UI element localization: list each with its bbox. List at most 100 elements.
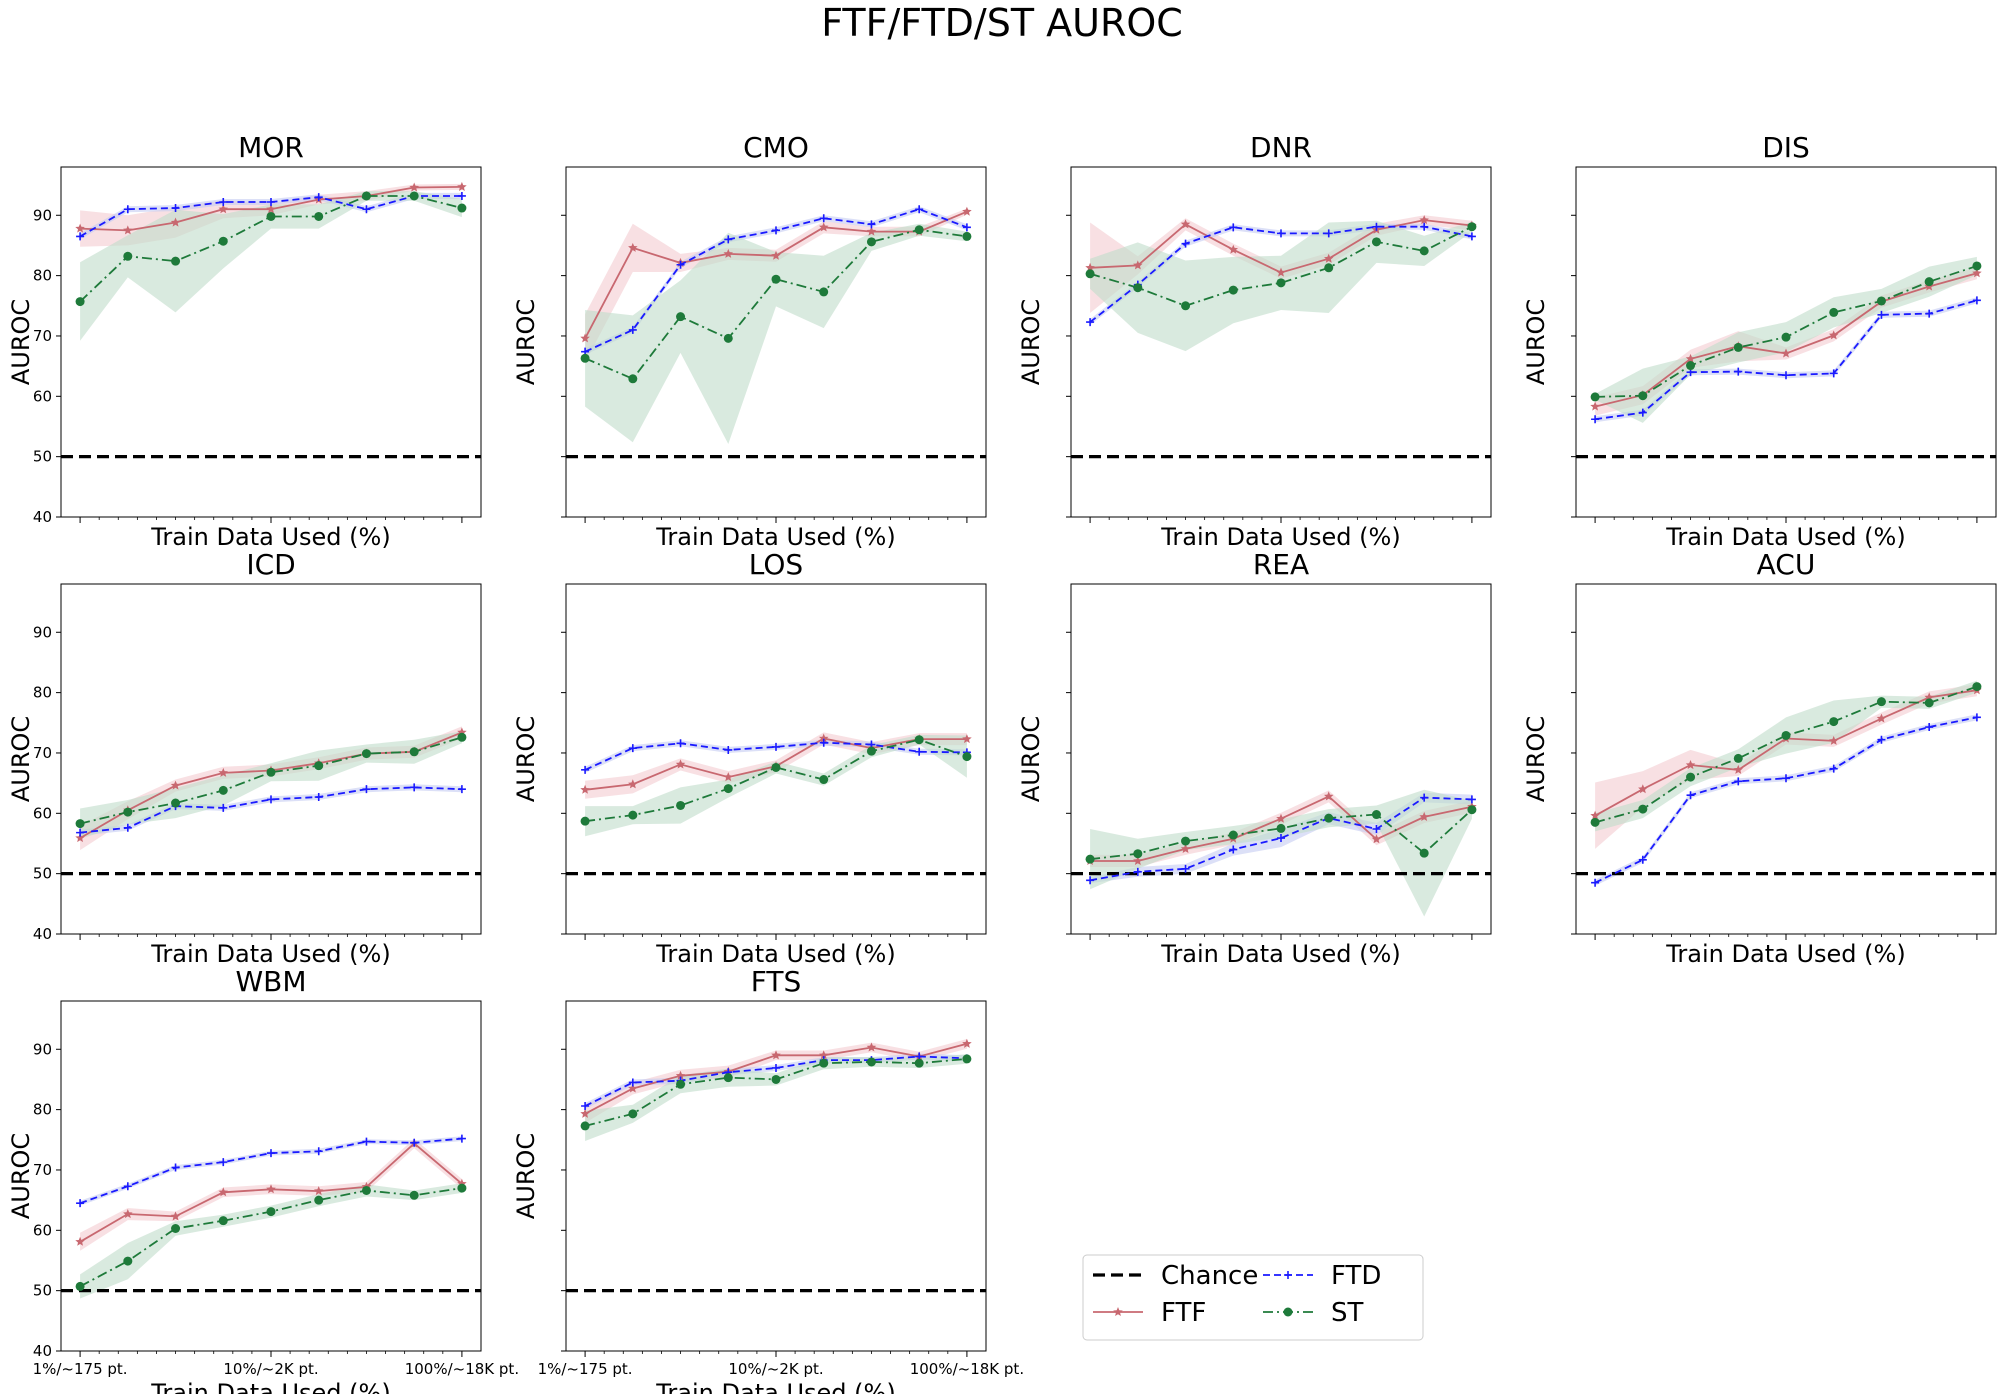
ftd-point [1181,239,1190,248]
st-point [1085,269,1095,279]
ftd-series-line [1594,299,1978,421]
ftd-point [1638,408,1647,417]
ftd-series-line [584,1055,967,1107]
panel-title: ACU [1757,548,1816,581]
ftd-point [1229,845,1238,854]
x-axis-label: Train Data Used (%) [1665,523,1905,551]
ftf-point [1733,764,1743,774]
st-point [580,1121,590,1131]
st-point [628,374,638,384]
ftd-point [267,198,275,206]
st-point [1181,301,1191,311]
st-point [723,333,733,343]
ftd-point [1467,795,1476,804]
ftd-point [1324,229,1333,238]
st-series-line [79,1187,463,1288]
ftd-point [867,220,876,229]
ftd-point [628,1078,637,1087]
st-confidence-band [80,731,462,839]
st-point [1638,391,1648,401]
ftd-point [724,745,733,754]
chart-panel-fts: FTS 1%/~175 pt. 10%/~2K pt. 100%/~18K pt. Tr… [512,965,1024,1394]
ftd-point [410,1138,419,1147]
ftf-point [75,223,85,233]
st-series-line [584,738,968,823]
ftf-point [1085,262,1095,272]
st-point [1419,848,1429,858]
ftd-point [1734,777,1743,786]
st-series-line [1594,685,1978,824]
x-axis-label: Train Data Used (%) [1160,523,1400,551]
ftf-point [1276,267,1286,277]
ftf-point [723,772,733,782]
st-point [962,231,972,241]
st-point [361,749,371,759]
ftd-point [76,1199,85,1208]
st-point [1972,682,1982,692]
ftd-point [457,785,466,794]
st-point [1276,278,1286,288]
st-point [457,203,467,213]
ftd-point [457,191,466,200]
y-axis-label: AUROC [7,716,35,802]
st-point [1133,283,1143,293]
st-point [1924,698,1934,708]
st-point [409,747,419,757]
ftd-series-line [1594,716,1978,884]
st-point [171,798,181,808]
y-tick-label: 70 [33,1161,52,1179]
st-point [1371,237,1381,247]
panel-title: ICD [246,548,295,581]
st-point [171,1224,181,1233]
ftd-point [1686,791,1695,800]
chart-panel-cmo: CMO Train Data Used (%) AUROC [512,131,987,551]
ftd-point [1782,774,1790,783]
ftd-point [1877,735,1886,744]
ftd-point [1229,223,1238,232]
panel-title: CMO [743,131,809,164]
ftd-point [819,738,828,747]
st-point [628,810,638,820]
ftd-point [1181,864,1190,873]
st-point [914,1058,924,1068]
ftd-point [1877,310,1886,319]
st-point [75,819,85,829]
ftf-confidence-band [1090,215,1472,313]
panel-title: LOS [749,548,803,581]
ftd-point [1591,415,1600,424]
st-point [771,274,781,284]
x-axis-label: Train Data Used (%) [655,940,895,968]
st-point [1324,263,1334,273]
ftd-point [314,1147,323,1156]
panel-title: DIS [1762,131,1810,164]
x-tick-label: 1%/~175 pt. [538,1360,633,1378]
st-point [75,1281,85,1291]
ftd-point [362,785,371,794]
ftf-point [1133,260,1143,270]
ftf-point [1324,253,1334,263]
ftf-point [218,1187,228,1197]
chart-panel-dnr: DNR Train Data Used (%) AUROC [1017,131,1492,551]
legend: Chance FTD FTF ST [1082,1254,1424,1341]
ftd-point [962,223,971,232]
ftd-point [219,803,228,812]
panel-title: DNR [1250,131,1312,164]
ftf-point [1133,856,1143,865]
y-axis-label: AUROC [512,716,540,802]
ftf-point [962,734,972,744]
ftd-point [915,205,924,214]
ftf-point [75,1236,85,1246]
y-tick-label: 40 [33,508,52,526]
st-point [962,752,972,762]
ftf-point [1180,843,1191,853]
figure-title: FTF/FTD/ST AUROC [821,1,1183,45]
ftd-point [219,1158,228,1167]
ftd-point [1277,229,1285,238]
ftf-point [819,222,829,232]
st-point [1590,392,1600,402]
y-tick-label: 90 [33,623,52,641]
st-point [580,353,590,363]
y-tick-label: 50 [33,1282,52,1300]
legend-item-ftf: FTF [1093,1298,1206,1328]
y-tick-label: 60 [33,387,52,405]
